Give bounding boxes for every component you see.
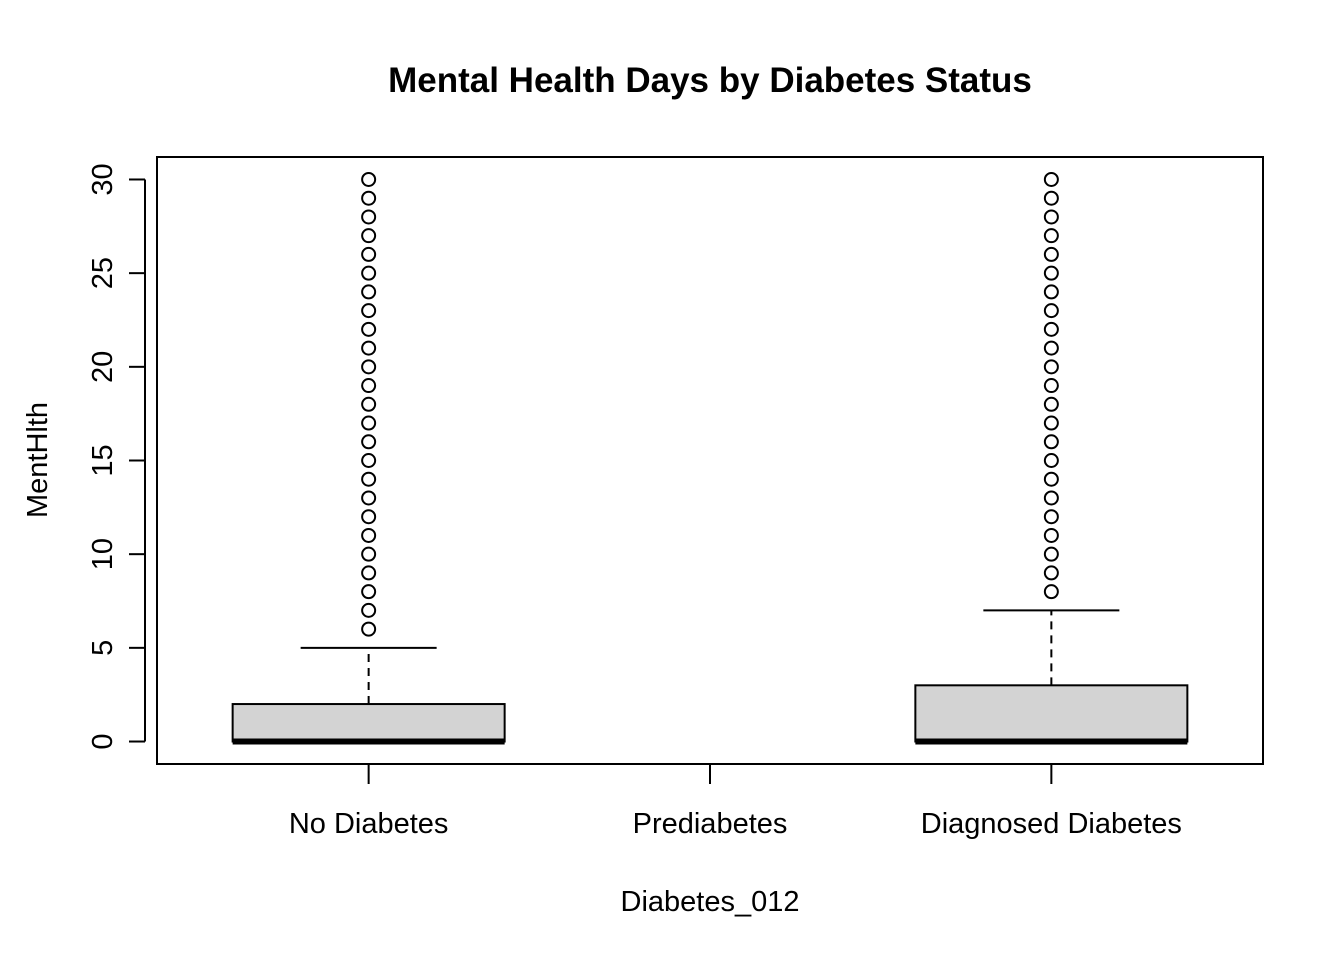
outlier-point xyxy=(1043,490,1059,506)
y-tick-label: 20 xyxy=(87,351,119,383)
outlier-point xyxy=(361,265,377,281)
outlier-point xyxy=(1043,434,1059,450)
y-tick-label: 10 xyxy=(87,538,119,570)
outlier-point xyxy=(361,490,377,506)
outlier-point xyxy=(361,378,377,394)
boxes-layer xyxy=(231,171,1189,745)
outlier-point xyxy=(361,621,377,637)
outlier-point xyxy=(1043,415,1059,431)
outlier-point xyxy=(1043,565,1059,581)
outlier-point xyxy=(361,209,377,225)
outlier-point xyxy=(1043,190,1059,206)
outlier-point xyxy=(361,228,377,244)
y-tick-label: 0 xyxy=(87,733,119,749)
x-axis-label: Diabetes_012 xyxy=(621,886,800,918)
outlier-point xyxy=(361,434,377,450)
outlier-point xyxy=(1043,546,1059,562)
outlier-point xyxy=(1043,265,1059,281)
outlier-point xyxy=(361,415,377,431)
outlier-point xyxy=(361,471,377,487)
box-iqr xyxy=(914,684,1189,743)
outlier-point xyxy=(361,509,377,525)
outlier-point xyxy=(1043,359,1059,375)
y-axis-label: MentHlth xyxy=(22,402,54,518)
outlier-point xyxy=(361,190,377,206)
y-tick-label: 5 xyxy=(87,640,119,656)
outlier-point xyxy=(361,565,377,581)
x-axis: No Diabetes Prediabetes Diagnosed Diabetes xyxy=(289,764,1182,840)
outlier-point xyxy=(361,321,377,337)
outlier-point xyxy=(1043,303,1059,319)
plot-frame xyxy=(156,156,1264,765)
box-iqr xyxy=(231,703,506,743)
outlier-point xyxy=(361,602,377,618)
outlier-point xyxy=(1043,246,1059,262)
x-tick-label: Prediabetes xyxy=(633,808,788,840)
outlier-point xyxy=(361,246,377,262)
outlier-point xyxy=(361,527,377,543)
outlier-point xyxy=(1043,209,1059,225)
outlier-point xyxy=(361,340,377,356)
outlier-point xyxy=(361,584,377,600)
outlier-point xyxy=(361,359,377,375)
outlier-point xyxy=(1043,509,1059,525)
outlier-point xyxy=(1043,321,1059,337)
outlier-point xyxy=(1043,228,1059,244)
outlier-point xyxy=(1043,453,1059,468)
x-tick-label: No Diabetes xyxy=(289,808,449,840)
y-tick-label: 30 xyxy=(87,163,119,195)
outlier-point xyxy=(361,171,377,187)
box-group xyxy=(231,171,506,745)
outlier-point xyxy=(1043,378,1059,394)
outlier-point xyxy=(1043,584,1059,600)
outlier-point xyxy=(1043,396,1059,412)
outlier-point xyxy=(1043,171,1059,187)
outlier-point xyxy=(1043,471,1059,487)
outlier-point xyxy=(361,284,377,300)
y-axis: 0 5 10 15 20 25 30 xyxy=(87,163,146,750)
outlier-point xyxy=(361,453,377,468)
outlier-point xyxy=(1043,527,1059,543)
x-tick-label: Diagnosed Diabetes xyxy=(921,808,1182,840)
outlier-point xyxy=(361,303,377,319)
y-tick-label: 25 xyxy=(87,257,119,289)
y-tick-label: 15 xyxy=(87,444,119,476)
outlier-point xyxy=(361,396,377,412)
outlier-point xyxy=(361,546,377,562)
box-group xyxy=(914,171,1189,745)
chart-title: Mental Health Days by Diabetes Status xyxy=(388,61,1032,100)
outlier-point xyxy=(1043,340,1059,356)
outlier-point xyxy=(1043,284,1059,300)
